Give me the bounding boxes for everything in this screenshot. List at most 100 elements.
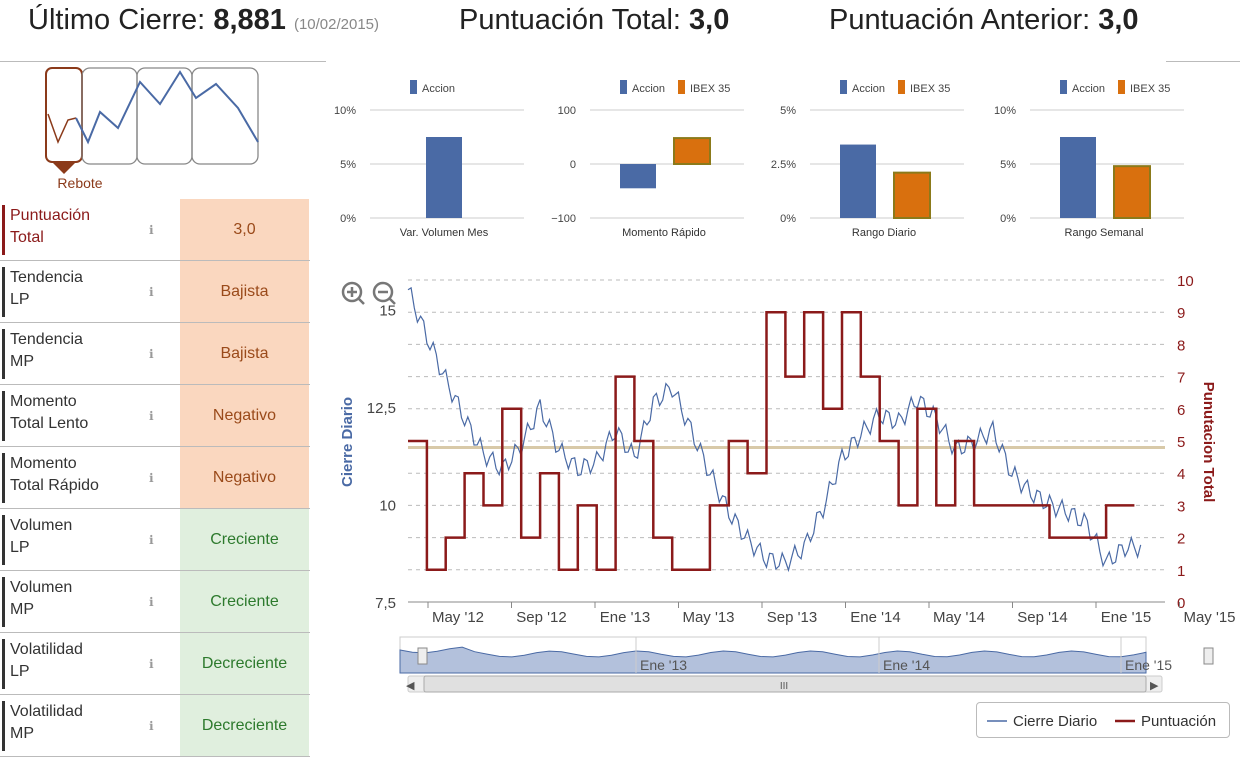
right-y-tick: 5 bbox=[1177, 434, 1185, 451]
navigator-label: Ene '15 bbox=[1125, 657, 1172, 673]
y-tick-label: 0% bbox=[1000, 213, 1016, 225]
previous-score-value: 3,0 bbox=[1098, 4, 1138, 36]
scroll-right-arrow[interactable]: ▶ bbox=[1150, 680, 1159, 692]
bar-ibex-35[interactable] bbox=[1114, 166, 1150, 218]
left-y-tick: 10 bbox=[379, 497, 396, 514]
info-icon[interactable]: ℹ bbox=[149, 285, 154, 299]
right-y-tick: 10 bbox=[1177, 273, 1194, 290]
scroll-left-arrow[interactable]: ◀ bbox=[406, 680, 415, 692]
x-tick-label: May '14 bbox=[933, 609, 985, 626]
x-tick-label: Ene '14 bbox=[850, 609, 900, 626]
legend-label[interactable]: Accion bbox=[422, 83, 455, 95]
x-tick-label: May '13 bbox=[682, 609, 734, 626]
last-close-date: (10/02/2015) bbox=[294, 16, 379, 33]
bar-accion[interactable] bbox=[426, 137, 462, 218]
indicator-value: Creciente bbox=[180, 571, 309, 633]
bar-accion[interactable] bbox=[1060, 137, 1096, 218]
info-icon[interactable]: ℹ bbox=[149, 719, 154, 733]
indicator-value: Negativo bbox=[180, 385, 309, 447]
info-icon[interactable]: ℹ bbox=[149, 471, 154, 485]
info-icon[interactable]: ℹ bbox=[149, 223, 154, 237]
info-icon[interactable]: ℹ bbox=[149, 533, 154, 547]
x-tick-label: Sep '13 bbox=[767, 609, 817, 626]
left-axis-title: Cierre Diario bbox=[339, 397, 356, 487]
left-y-tick: 7,5 bbox=[375, 595, 396, 612]
x-tick-label: Sep '12 bbox=[516, 609, 566, 626]
legend-score-label[interactable]: Puntuación bbox=[1141, 713, 1216, 730]
navigator-handle-right[interactable] bbox=[1204, 648, 1213, 664]
right-y-tick: 7 bbox=[1177, 370, 1185, 387]
bar-ibex-35[interactable] bbox=[894, 173, 930, 218]
y-tick-label: 5% bbox=[780, 105, 796, 117]
total-score-value: 3,0 bbox=[689, 4, 729, 36]
legend-swatch bbox=[1118, 80, 1125, 94]
indicator-value: Negativo bbox=[180, 447, 309, 509]
zoom-in-icon[interactable] bbox=[343, 283, 364, 304]
zoom-out-icon[interactable] bbox=[374, 283, 395, 304]
info-icon[interactable]: ℹ bbox=[149, 409, 154, 423]
legend-label[interactable]: IBEX 35 bbox=[690, 83, 730, 95]
pattern-panel: Rebote bbox=[0, 62, 310, 198]
navigator-label: Ene '14 bbox=[883, 657, 930, 673]
navigator-handle-left[interactable] bbox=[418, 648, 427, 664]
left-y-tick: 15 bbox=[379, 302, 396, 319]
indicator-value: 3,0 bbox=[180, 199, 309, 261]
scrollbar-grip: III bbox=[780, 681, 788, 692]
info-icon[interactable]: ℹ bbox=[149, 595, 154, 609]
right-y-tick: 2 bbox=[1177, 531, 1185, 548]
x-tick-label: May '12 bbox=[432, 609, 484, 626]
legend-swatch bbox=[620, 80, 627, 94]
rebound-pattern-icon: Rebote bbox=[0, 62, 310, 198]
bar-chart-title: Rango Semanal bbox=[1065, 227, 1144, 239]
legend-swatch bbox=[678, 80, 685, 94]
previous-score: Puntuación Anterior: 3,0 bbox=[829, 4, 1139, 37]
bar-ibex-35[interactable] bbox=[674, 138, 710, 164]
y-tick-label: 10% bbox=[334, 105, 356, 117]
legend-swatch bbox=[898, 80, 905, 94]
legend-close-label[interactable]: Cierre Diario bbox=[1013, 713, 1097, 730]
y-tick-label: 0% bbox=[340, 213, 356, 225]
y-tick-label: 5% bbox=[340, 159, 356, 171]
x-tick-label: Sep '14 bbox=[1017, 609, 1067, 626]
bar-accion[interactable] bbox=[840, 145, 876, 218]
left-y-tick: 12,5 bbox=[367, 400, 396, 417]
bar-chart-title: Momento Rápido bbox=[622, 227, 706, 239]
indicator-value: Decreciente bbox=[180, 633, 309, 695]
legend-swatch bbox=[410, 80, 417, 94]
right-y-tick: 4 bbox=[1177, 466, 1185, 483]
close-series-line[interactable] bbox=[408, 288, 1141, 570]
indicator-value: Decreciente bbox=[180, 695, 309, 757]
legend-label[interactable]: Accion bbox=[1072, 83, 1105, 95]
info-icon[interactable]: ℹ bbox=[149, 657, 154, 671]
legend-label[interactable]: Accion bbox=[852, 83, 885, 95]
bar-accion[interactable] bbox=[620, 164, 656, 188]
legend-label[interactable]: IBEX 35 bbox=[910, 83, 950, 95]
right-y-tick: 6 bbox=[1177, 402, 1185, 419]
right-axis-title: Punutacion Total bbox=[1200, 382, 1217, 503]
main-chart-legend: Cierre Diario Puntuación bbox=[976, 702, 1230, 738]
last-close: Último Cierre: 8,881 (10/02/2015) bbox=[28, 4, 379, 37]
indicator-value: Bajista bbox=[180, 323, 309, 385]
divider bbox=[1166, 61, 1240, 62]
legend-label[interactable]: IBEX 35 bbox=[1130, 83, 1170, 95]
y-tick-label: 0% bbox=[780, 213, 796, 225]
y-tick-label: 10% bbox=[994, 105, 1016, 117]
legend-label[interactable]: Accion bbox=[632, 83, 665, 95]
info-icon[interactable]: ℹ bbox=[149, 347, 154, 361]
